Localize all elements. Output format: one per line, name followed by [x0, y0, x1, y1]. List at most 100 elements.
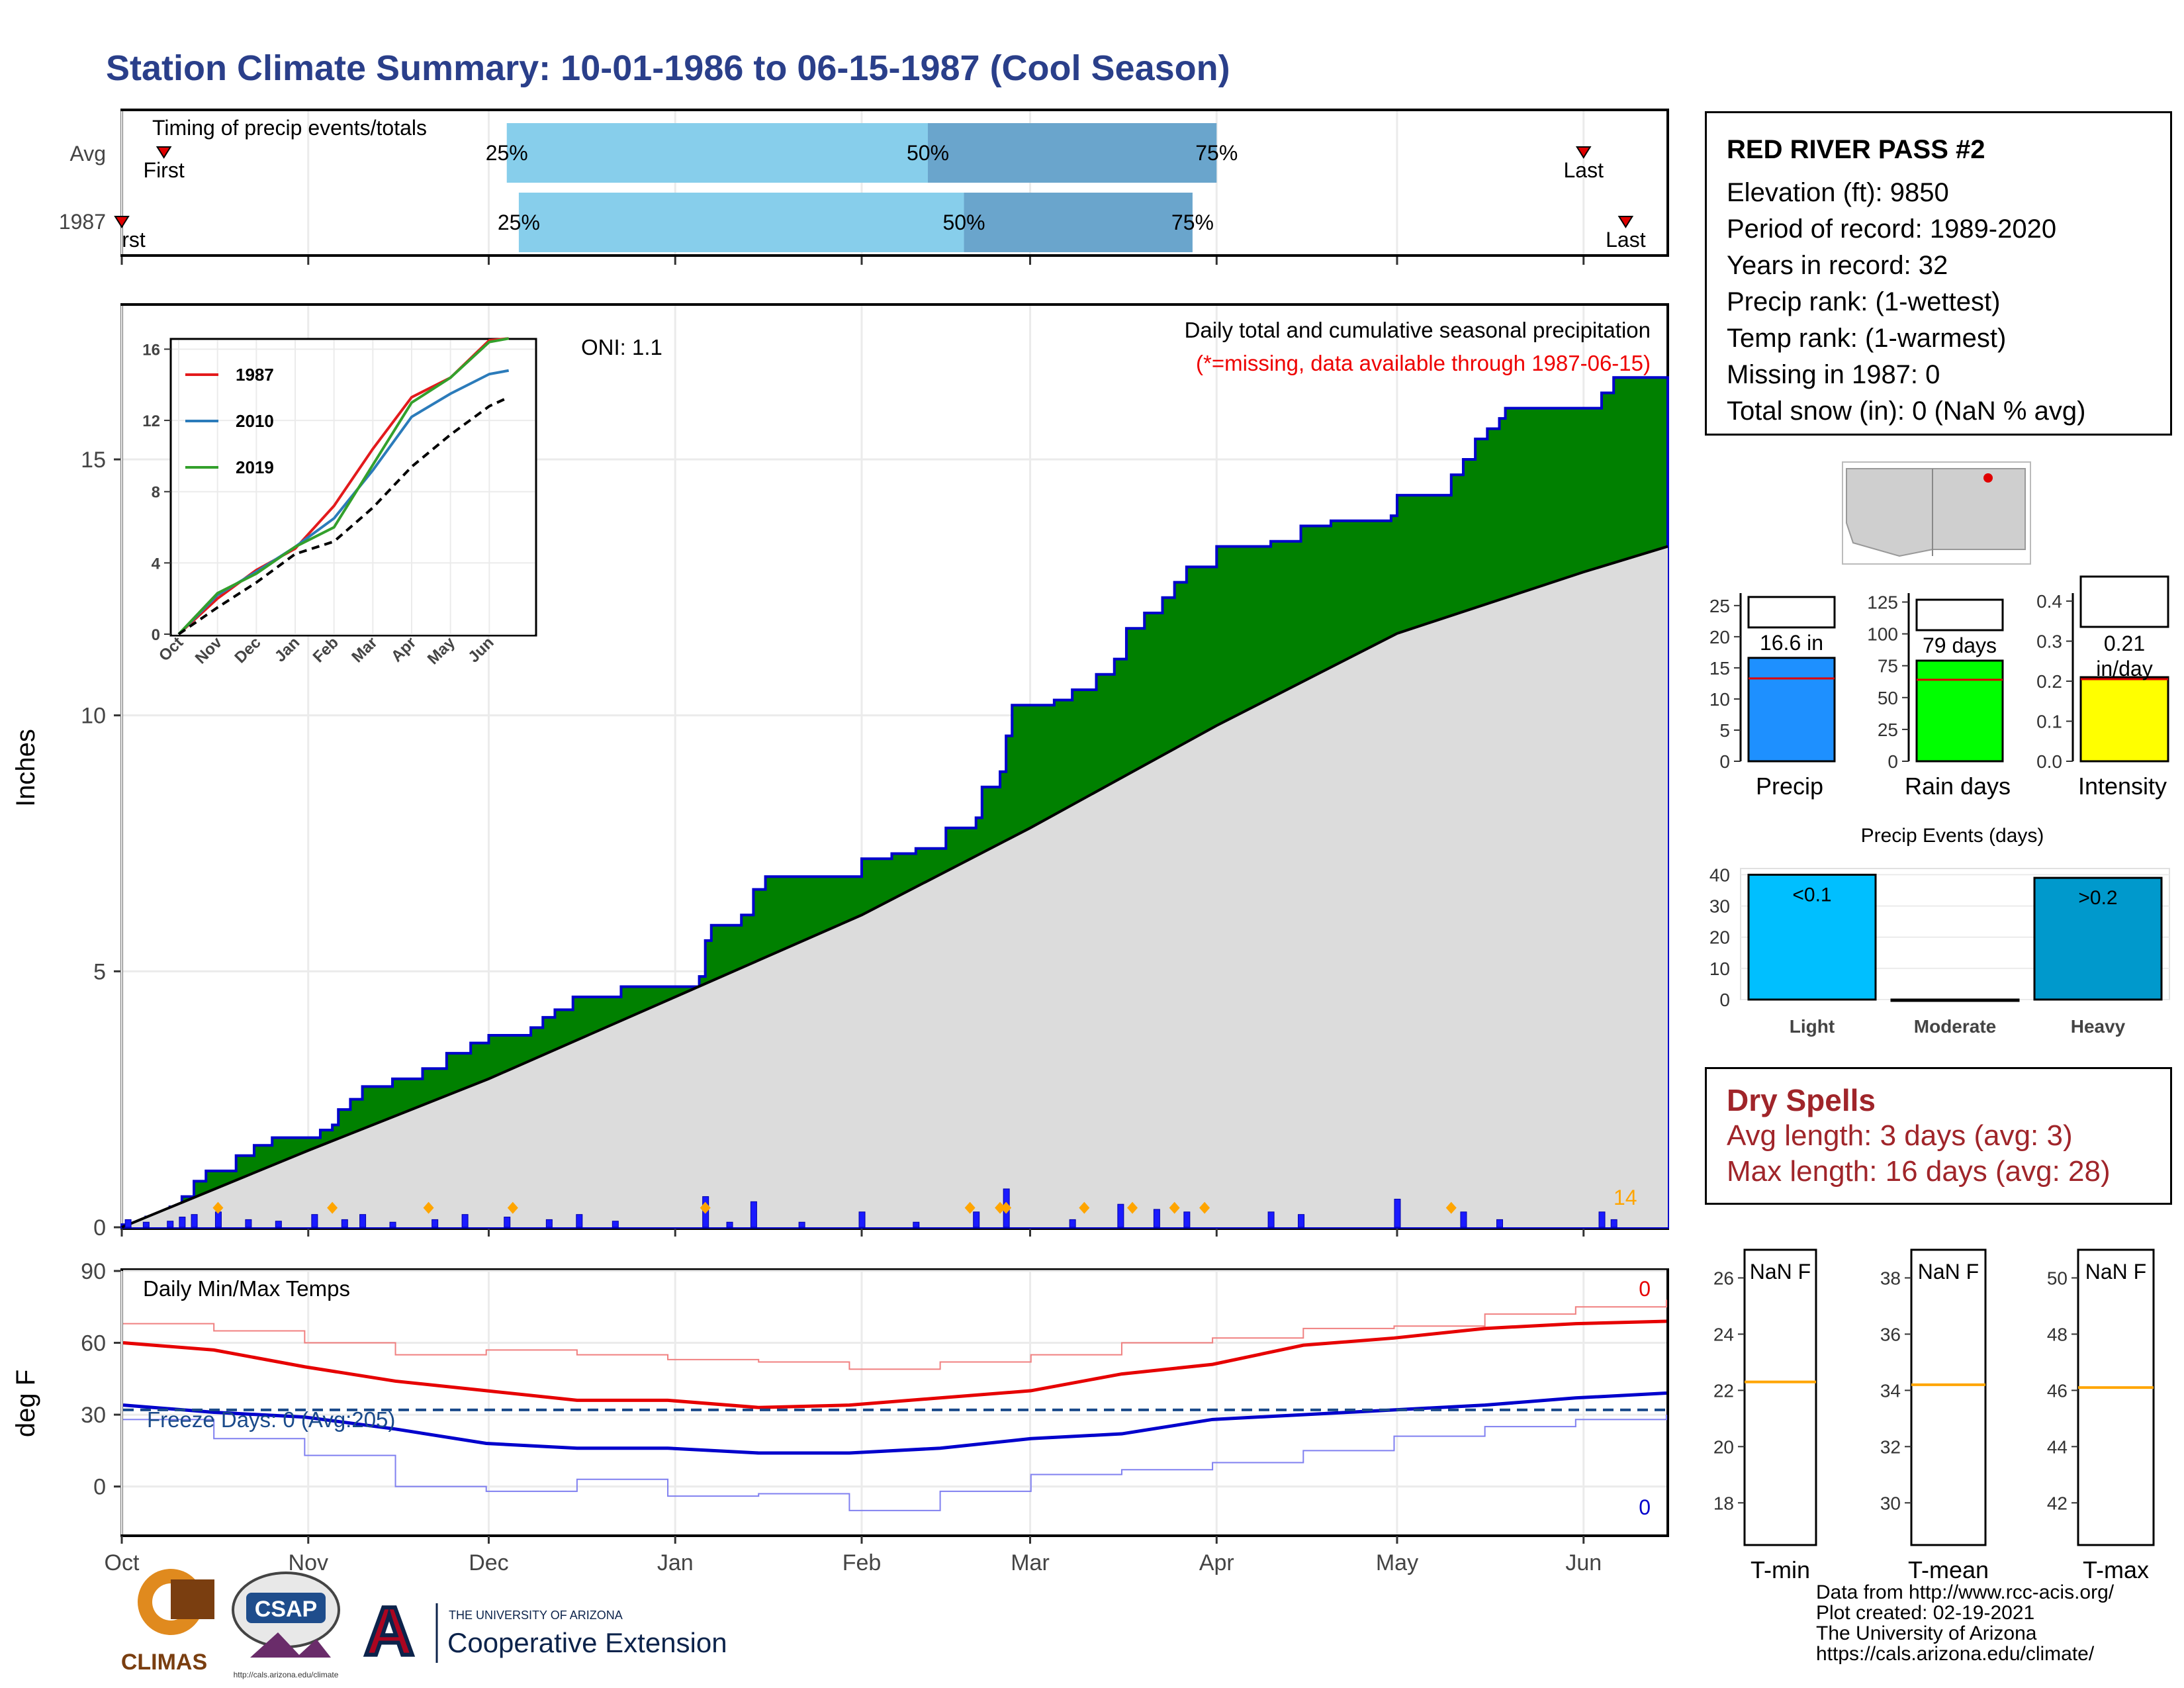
precip-event-diamond	[1079, 1201, 1090, 1214]
csap-logo-text: CSAP	[255, 1597, 317, 1622]
tmin-count: 0	[1639, 1495, 1651, 1519]
summary-bar-ytick-label: 10	[1709, 689, 1730, 710]
inset-legend-label: 2019	[236, 457, 274, 477]
summary-bar-ytick-label: 50	[1878, 688, 1898, 708]
month-axis-label: Mar	[1011, 1550, 1050, 1575]
summary-bar-ytick-label: 125	[1867, 592, 1898, 612]
temps-ytick-label: 0	[93, 1475, 106, 1500]
timing-label-1987-75: 75%	[1171, 211, 1214, 234]
precip-events-bar-light	[1747, 873, 1877, 1001]
month-axis-label: Jun	[1565, 1550, 1602, 1575]
freeze-days-label: Freeze Days: 0 (Avg:205)	[147, 1407, 395, 1432]
precip-event-diamond	[995, 1201, 1006, 1214]
temp-box-ytick-label: 48	[2047, 1324, 2068, 1344]
precip-events-ytick-label: 30	[1709, 896, 1730, 917]
temps-tmin-observed-line	[123, 1415, 1667, 1511]
temps-ylabel: deg F	[11, 1370, 40, 1437]
precip-daily-bar	[1460, 1211, 1467, 1228]
precip-daily-bar	[432, 1219, 439, 1228]
inset-ytick-label: 4	[152, 555, 161, 573]
temp-box-tmean_box	[1910, 1248, 1987, 1546]
station-name: RED RIVER PASS #2	[1727, 135, 1985, 164]
precip-ytick-label: 10	[81, 704, 106, 729]
precip-daily-bar	[973, 1211, 980, 1228]
precip-daily-bar	[750, 1201, 757, 1228]
precip-event-diamond	[507, 1201, 518, 1214]
precip-ytick-label: 0	[93, 1215, 106, 1241]
month-axis-label: May	[1376, 1550, 1418, 1575]
precip-ytick-label: 15	[81, 447, 106, 473]
temp-box-ytick-label: 26	[1713, 1268, 1734, 1288]
precip-ytick-label: 5	[93, 959, 106, 984]
summary-bar-ytick-label: 20	[1709, 627, 1730, 647]
month-axis-label: Feb	[842, 1550, 882, 1575]
timing-chart: 25% 50% 75% First Last 25% 50% 75% rst Last	[114, 111, 1646, 265]
station-missing: Missing in 1987: 0	[1727, 360, 1940, 389]
oni-label: ONI: 1.1	[581, 335, 662, 359]
temp-box-value-label: NaN F	[1918, 1260, 1979, 1284]
summary-bar-ytick-label: 5	[1719, 720, 1730, 741]
precip-event-diamond	[700, 1201, 711, 1214]
summary-bar-label-box	[2079, 575, 2169, 628]
timing-bar-1987-q25-q50	[518, 193, 964, 252]
temp-box-category-label: T-min	[1751, 1556, 1810, 1583]
timing-last-label-1987: Last	[1606, 228, 1646, 252]
csap-url: http://cals.arizona.edu/climate	[234, 1670, 339, 1679]
station-period: Period of record: 1989-2020	[1727, 214, 2057, 244]
summary-bar-rain_days	[1915, 659, 2004, 763]
timing-title: Timing of precip events/totals	[152, 116, 427, 140]
summary-bar-ytick-label: 0	[1888, 751, 1898, 772]
inset-ytick-label: 8	[152, 484, 160, 502]
timing-label-avg-50: 50%	[907, 141, 949, 165]
precip-events-bar-heavy	[2033, 876, 2163, 1001]
temp-box-category-label: T-max	[2083, 1556, 2149, 1583]
precip-annotation: Daily total and cumulative seasonal prec…	[1185, 318, 1651, 342]
summary-bar-intensity	[2079, 676, 2169, 763]
summary-bar-ytick-label: 0.1	[2036, 712, 2062, 732]
precip-daily-bar	[1610, 1219, 1617, 1228]
summary-bar-precip_total	[1747, 657, 1836, 763]
credits: Data from http://www.rcc-acis.org/ Plot …	[1816, 1582, 2114, 1664]
inset-ytick-label: 12	[142, 412, 160, 430]
precip-event-diamond	[1127, 1201, 1138, 1214]
precip-event-diamond	[1169, 1201, 1180, 1214]
temp-box-ytick-label: 24	[1713, 1324, 1734, 1344]
temp-box-ytick-label: 30	[1880, 1493, 1901, 1513]
precip-chart	[120, 376, 1669, 1229]
precip-event-diamond	[423, 1201, 434, 1214]
precip-daily-bar	[311, 1214, 318, 1228]
inset-series-line-average	[177, 396, 510, 635]
temps-ytick-label: 30	[81, 1403, 106, 1428]
timing-last-marker-avg	[1575, 146, 1592, 159]
precip-daily-bar	[545, 1219, 553, 1228]
month-axis-label: Jan	[657, 1550, 694, 1575]
temps-title: Daily Min/Max Temps	[143, 1276, 350, 1301]
temp-box-ytick-label: 32	[1880, 1436, 1901, 1457]
summary-bar-ytick-label: 0.4	[2036, 591, 2062, 612]
precip-events-ytick-label: 10	[1709, 959, 1730, 979]
precip-events-category-label: Heavy	[2071, 1016, 2126, 1037]
station-elevation: Elevation (ft): 9850	[1727, 178, 1949, 207]
timing-first-label-1987: rst	[122, 228, 146, 252]
timing-first-label-avg: First	[144, 158, 185, 182]
page-title: Station Climate Summary: 10-01-1986 to 0…	[106, 48, 1230, 88]
precip-daily-bar	[275, 1221, 282, 1228]
dry-spells-max: Max length: 16 days (avg: 28)	[1727, 1155, 2111, 1188]
precip-max-event-label: 14	[1614, 1186, 1637, 1209]
precip-events-ytick-label: 40	[1709, 865, 1730, 885]
timing-first-marker-avg	[156, 146, 172, 159]
temp-box-ytick-label: 42	[2047, 1493, 2068, 1513]
ua-cooperative-extension-logo: A THE UNIVERSITY OF ARIZONA Cooperative …	[362, 1591, 727, 1672]
dry-spells-avg: Avg length: 3 days (avg: 3)	[1727, 1119, 2073, 1152]
temp-box-category-label: T-mean	[1908, 1556, 1989, 1583]
inset-ytick-label: 0	[152, 626, 160, 644]
precip-daily-bar	[167, 1221, 174, 1228]
timing-row-1987: 1987	[59, 210, 106, 234]
timing-label-avg-25: 25%	[486, 141, 528, 165]
precip-events-category-label: Moderate	[1914, 1016, 1996, 1037]
station-location-dot	[1983, 473, 1993, 483]
month-axis-label: Apr	[1199, 1550, 1234, 1575]
temp-box-ytick-label: 36	[1880, 1324, 1901, 1344]
temps-ytick-label: 90	[81, 1259, 106, 1284]
